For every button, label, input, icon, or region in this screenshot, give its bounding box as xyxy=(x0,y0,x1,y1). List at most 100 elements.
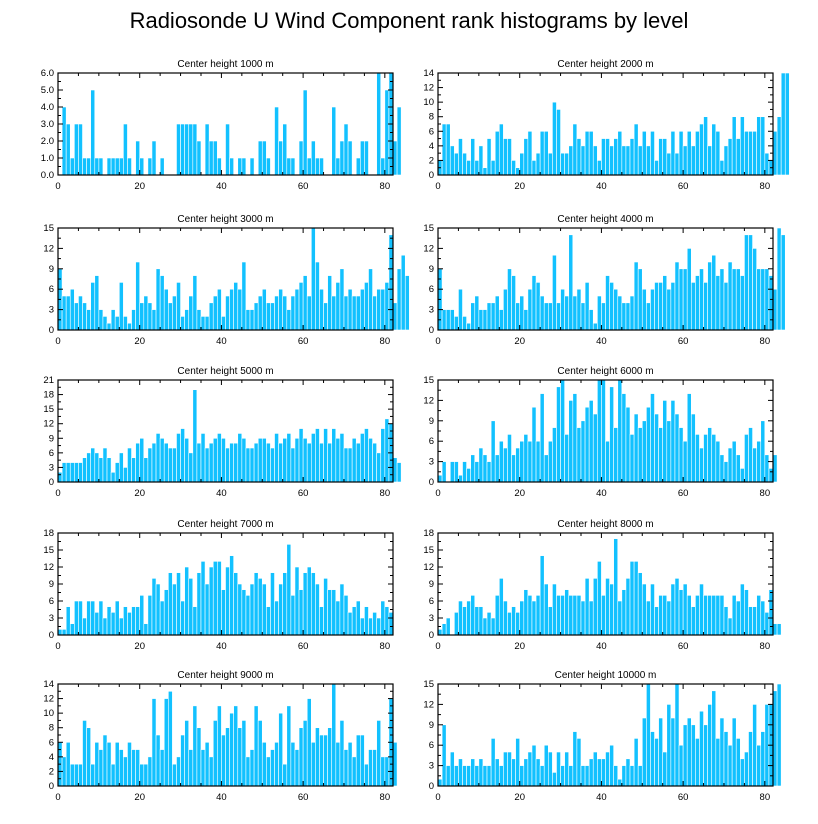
bar xyxy=(261,288,267,331)
bar xyxy=(666,420,672,483)
bar xyxy=(498,440,504,483)
bar xyxy=(229,555,234,636)
bar xyxy=(302,720,308,787)
bar xyxy=(151,309,157,331)
bar xyxy=(498,765,504,787)
bar xyxy=(221,589,226,636)
bar xyxy=(650,393,655,483)
bar xyxy=(519,440,525,483)
bar xyxy=(764,454,770,483)
chart-panel-2: Center height 2000 m 0 20 40 60 80 0 2 4 6 8 10 12 14 xyxy=(423,59,790,192)
bar xyxy=(486,461,492,483)
bar xyxy=(498,309,504,331)
bar xyxy=(727,744,733,787)
bar xyxy=(621,145,627,176)
bar xyxy=(646,406,651,483)
bar xyxy=(237,157,243,176)
bar xyxy=(118,157,124,176)
bar xyxy=(106,741,112,787)
bar xyxy=(699,447,704,483)
bar xyxy=(139,595,145,636)
bar xyxy=(339,433,345,483)
bar xyxy=(204,583,210,636)
bar xyxy=(723,606,729,636)
bar xyxy=(188,452,194,483)
bar xyxy=(155,583,161,636)
bar xyxy=(282,572,288,636)
bar xyxy=(257,578,263,636)
y-tick-label: 6 xyxy=(429,596,434,607)
bar xyxy=(335,600,341,636)
bar xyxy=(539,295,545,331)
bar xyxy=(176,572,181,636)
bar xyxy=(229,157,234,176)
bar xyxy=(515,302,521,331)
chart-panel-3: Center height 3000 m 0 20 40 60 80 0 3 6 9 12 15 xyxy=(43,214,410,347)
bar xyxy=(86,452,91,483)
bar xyxy=(151,140,157,176)
bar xyxy=(241,589,247,636)
bar xyxy=(482,167,488,176)
bar xyxy=(748,606,753,636)
bar xyxy=(560,288,565,331)
bar xyxy=(86,309,91,331)
bar xyxy=(474,160,480,176)
bar xyxy=(552,772,557,787)
bar xyxy=(290,447,296,483)
bar xyxy=(339,268,345,331)
bar xyxy=(155,433,161,483)
bar xyxy=(466,160,471,176)
x-tick-label: 20 xyxy=(134,336,145,347)
y-tick-label: 12 xyxy=(43,243,54,254)
bar xyxy=(200,316,206,331)
bar xyxy=(331,428,337,483)
bar xyxy=(650,288,655,331)
bar xyxy=(531,275,537,331)
bar xyxy=(609,145,614,176)
y-tick-label: 3 xyxy=(429,305,434,316)
x-tick-label: 20 xyxy=(134,488,145,499)
bar xyxy=(384,418,390,483)
bar xyxy=(564,589,570,636)
bar xyxy=(462,316,467,331)
bar xyxy=(192,606,198,636)
bar xyxy=(621,302,627,331)
bar xyxy=(449,309,455,331)
bar xyxy=(584,765,590,787)
bar xyxy=(507,138,512,176)
bar xyxy=(740,583,745,636)
bar xyxy=(196,309,202,331)
bar xyxy=(380,157,386,176)
bar xyxy=(78,763,83,787)
bar xyxy=(486,765,492,787)
bar xyxy=(110,763,116,787)
bar xyxy=(654,606,659,636)
bar xyxy=(527,130,533,176)
bar xyxy=(449,751,455,787)
bar xyxy=(310,227,316,331)
bar xyxy=(731,116,737,176)
bar xyxy=(441,461,447,483)
bar xyxy=(707,595,713,636)
bar xyxy=(584,578,590,636)
bar xyxy=(731,268,737,331)
bar xyxy=(131,606,136,636)
bar xyxy=(682,440,688,483)
bar xyxy=(139,302,145,331)
x-tick-label: 40 xyxy=(596,336,607,347)
bar xyxy=(208,756,214,787)
bar xyxy=(731,717,737,787)
bar xyxy=(523,138,529,176)
bar xyxy=(576,738,582,787)
bar xyxy=(605,138,610,176)
bar xyxy=(221,734,226,787)
bar xyxy=(364,428,369,483)
bar xyxy=(404,275,410,331)
bar xyxy=(735,738,741,787)
bar xyxy=(331,683,337,787)
bar xyxy=(74,600,79,636)
bar xyxy=(266,606,271,636)
y-tick-label: 15 xyxy=(423,679,434,690)
bar xyxy=(519,295,525,331)
x-tick-label: 80 xyxy=(760,792,771,803)
